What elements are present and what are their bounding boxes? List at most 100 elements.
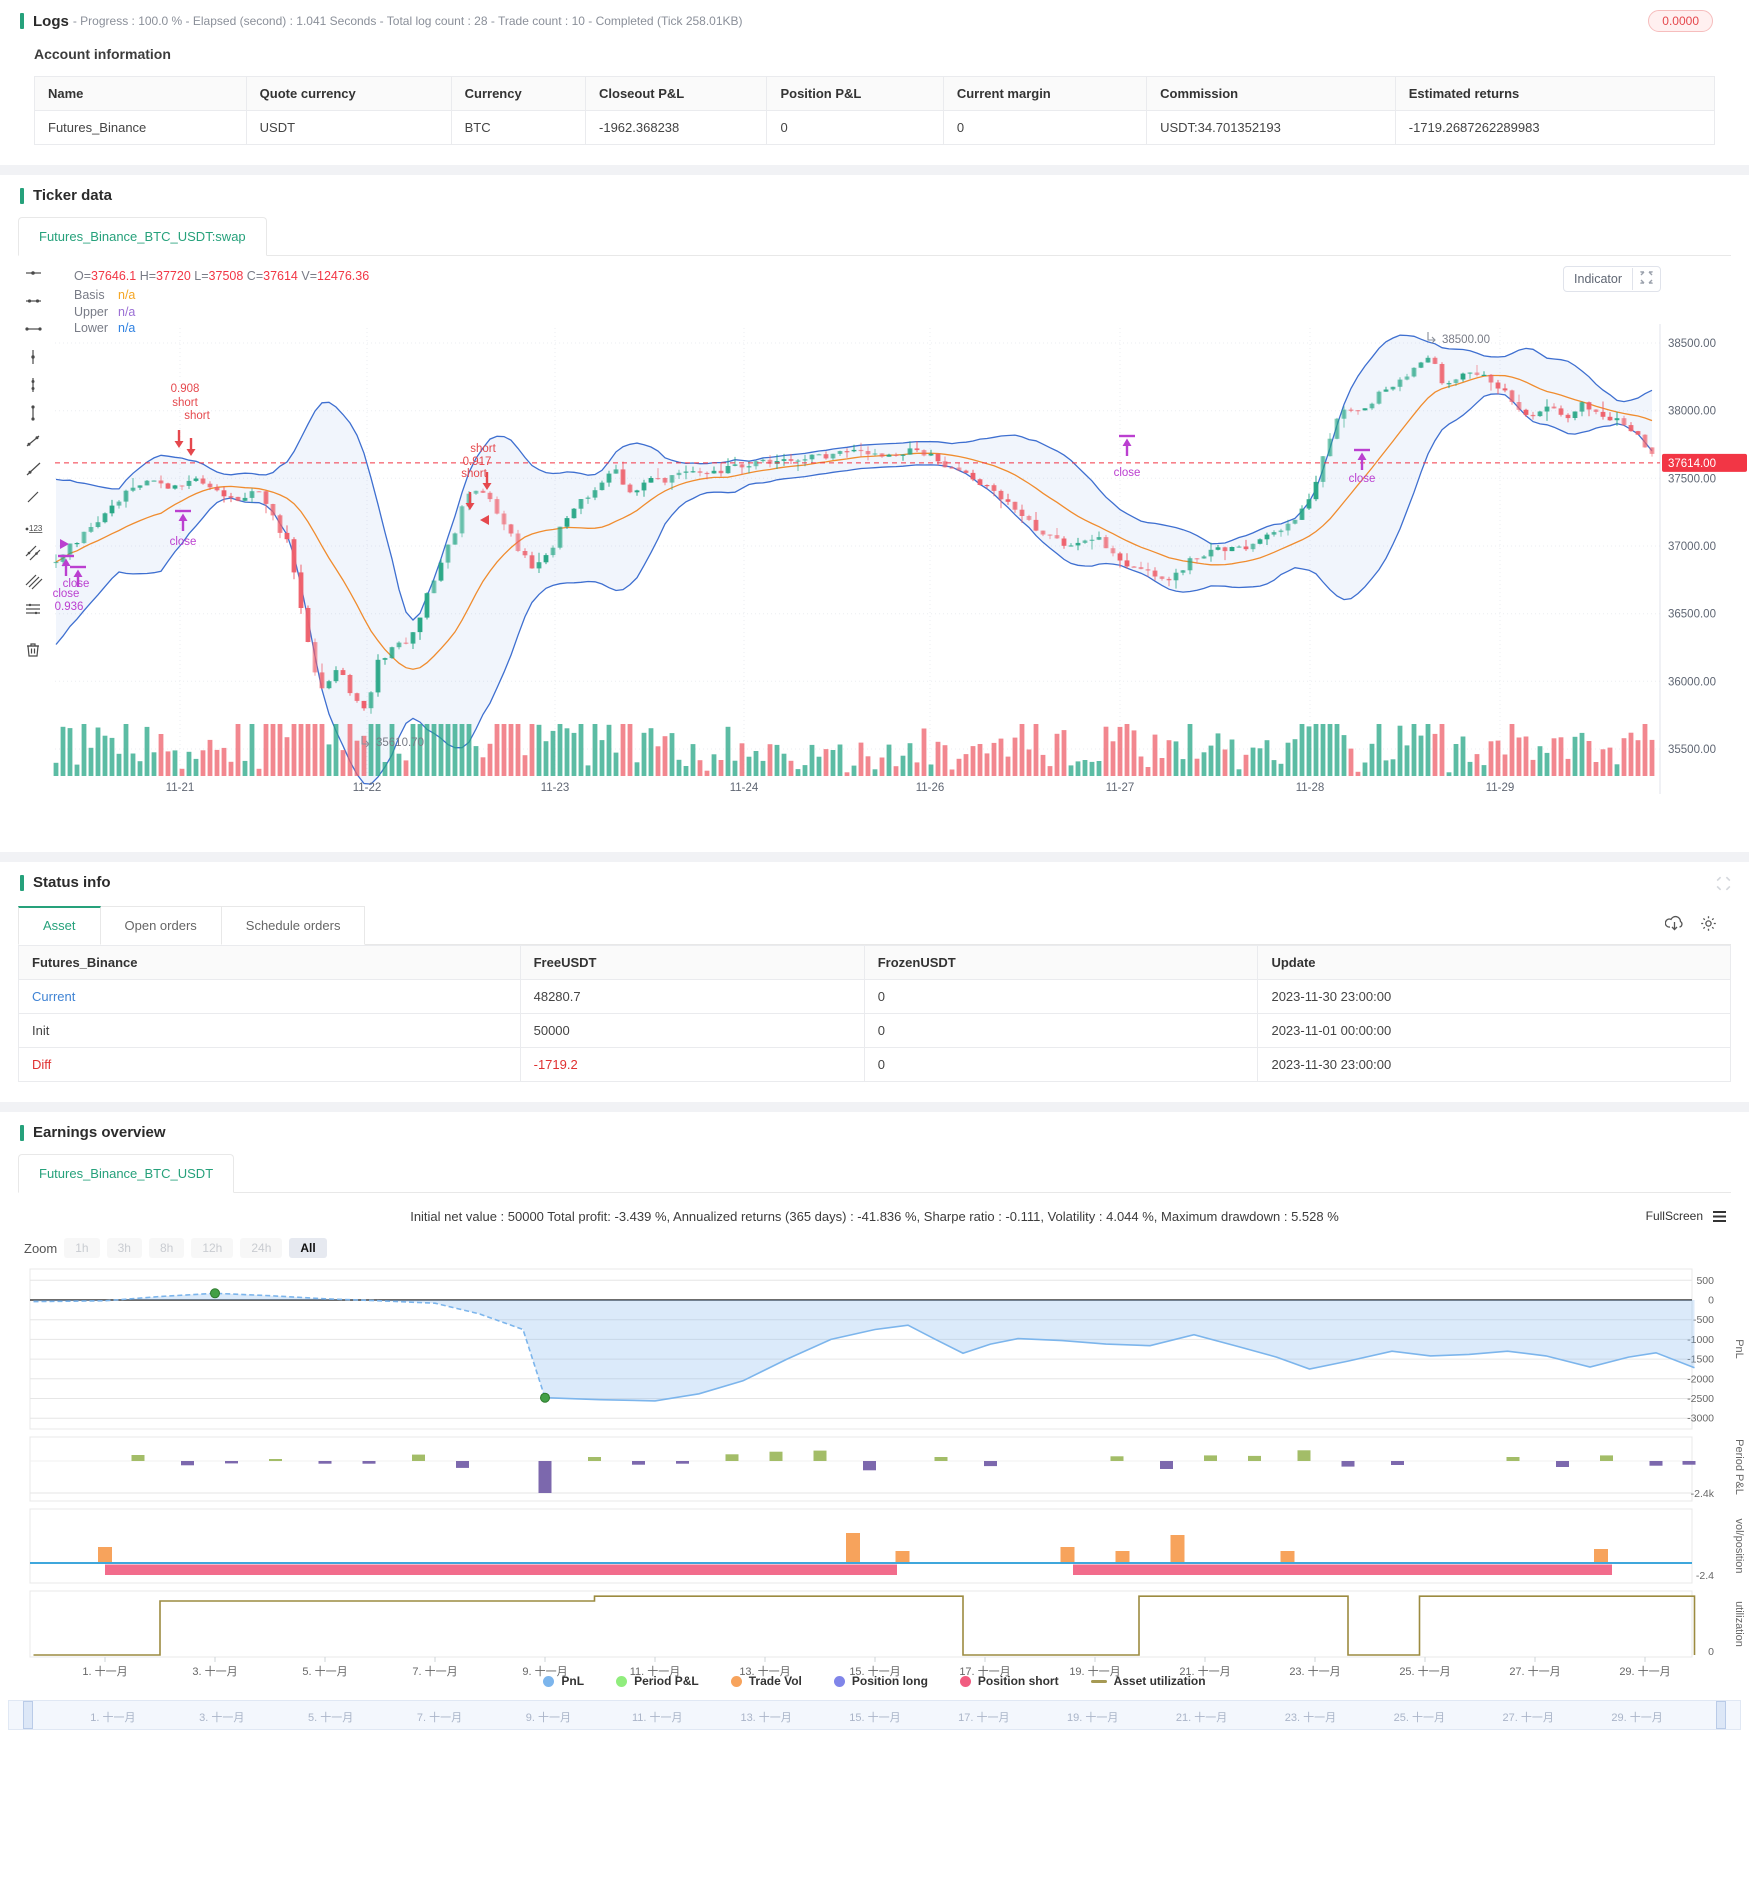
status-info-title: Status info [33,874,111,891]
account-col-header: Estimated returns [1394,76,1716,111]
zoom-controls: Zoom 1h 3h 8h 12h 24h All [24,1235,1749,1261]
svg-text:1. 十一月: 1. 十一月 [82,1664,127,1678]
pitchfork-icon[interactable]: .d{stroke:none} [20,570,46,592]
ray-line-icon[interactable]: .d{stroke:none} [20,458,46,480]
horizontal-line-icon[interactable]: .d{stroke:none} [20,290,46,312]
horizontal-segment-icon[interactable]: .d{stroke:none} [20,318,46,340]
price-note-icon[interactable]: .d{stroke:none}123 [20,514,46,536]
account-col-header: Commission [1146,76,1396,111]
svg-text:vol/position: vol/position [1733,1518,1745,1573]
account-table-row: Futures_Binance USDT BTC -1962.368238 0 0 USDT… [34,110,1716,145]
legend-item-position-short[interactable]: Position short [959,1674,1059,1688]
gann-lines-icon[interactable]: .d{stroke:none} [20,598,46,620]
status-frozen-usdt: 0 [863,979,1259,1014]
svg-text:Period P&L: Period P&L [1733,1439,1745,1495]
status-tab-open-orders[interactable]: Open orders [100,906,222,945]
ticker-chart-area[interactable]: .d{stroke:none} .d{stroke:none} .d{stroke:… [0,256,1749,832]
legend-label: PnL [561,1674,585,1688]
svg-text:9. 十一月: 9. 十一月 [522,1664,567,1678]
legend-swatch [959,1675,971,1687]
earnings-stats-row: Initial net value : 50000 Total profit: … [0,1209,1749,1229]
zoom-button-1h[interactable]: 1h [64,1238,100,1258]
earnings-chart[interactable]: 500 0 -500 -1000 -1500 -2000 -2500 -3000 -2.4k -2… [0,1261,1749,1681]
earnings-overview-title: Earnings overview [33,1124,166,1141]
vertical-line-icon[interactable]: .d{stroke:none} [20,346,46,368]
legend-item-period-p-l[interactable]: Period P&L [616,1674,699,1688]
indicator-button[interactable]: Indicator [1563,266,1661,292]
tab-earnings-symbol[interactable]: Futures_Binance_BTC_USDT [18,1154,235,1193]
fullscreen-label: FullScreen [1645,1209,1703,1223]
status-free-usdt: -1719.2 [519,1047,865,1082]
candlestick-chart[interactable]: 38500.00 38000.00 37500.00 37000.00 36500.00… [0,256,1749,816]
legend-swatch [616,1675,628,1687]
status-tab-schedule-orders[interactable]: Schedule orders [221,906,366,945]
svg-text:11-21: 11-21 [166,782,195,794]
legend-item-pnl[interactable]: PnL [543,1674,584,1688]
legend-item-position-long[interactable]: Position long [833,1674,928,1688]
svg-text:29. 十一月: 29. 十一月 [1619,1664,1670,1678]
zoom-button-8h[interactable]: 8h [148,1238,185,1258]
chart-navigator[interactable]: 1. 十一月 3. 十一月 5. 十一月 7. 十一月 9. 十一月 11. 十一月 13.… [8,1700,1741,1730]
svg-text:36000.00: 36000.00 [1668,676,1716,688]
svg-text:23. 十一月: 23. 十一月 [1289,1664,1340,1678]
navigator-left-handle[interactable] [23,1701,33,1729]
account-col-header: Current margin [942,76,1148,111]
extended-line-icon[interactable]: .d{stroke:none} [20,486,46,508]
legend-swatch [833,1675,845,1687]
navigator-axis-label: 13. 十一月 [740,1712,792,1724]
status-table-row: Init 50000 0 2023-11-01 00:00:00 [18,1013,1731,1048]
svg-text:11. 十一月: 11. 十一月 [630,1664,681,1678]
svg-text:37000.00: 37000.00 [1668,541,1716,553]
status-row-label[interactable]: Current [18,979,521,1014]
settings-gear-icon[interactable] [1700,915,1717,935]
svg-text:21. 十一月: 21. 十一月 [1179,1664,1230,1678]
account-cell: BTC [450,110,587,145]
navigator-axis-label: 9. 十一月 [525,1712,572,1724]
svg-text:27. 十一月: 27. 十一月 [1509,1664,1560,1678]
download-cloud-icon[interactable] [1664,915,1684,935]
legend-item-trade-vol[interactable]: Trade Vol [730,1674,802,1688]
account-col-header: Quote currency [245,76,452,111]
zoom-button-3h[interactable]: 3h [106,1238,142,1258]
svg-text:19. 十一月: 19. 十一月 [1069,1664,1120,1678]
section-expand-icon[interactable] [1716,876,1731,894]
earnings-stats-text: Initial net value : 50000 Total profit: … [410,1209,1339,1224]
account-col-header: Currency [450,76,587,111]
svg-text:3. 十一月: 3. 十一月 [192,1664,237,1678]
parallel-channel-icon[interactable]: .d{stroke:none} [20,542,46,564]
indicator-button-label: Indicator [1564,268,1633,290]
zoom-button-all[interactable]: All [289,1238,327,1258]
account-col-header: Name [34,76,247,111]
svg-text:close: close [1349,473,1376,485]
tab-ticker-symbol[interactable]: Futures_Binance_BTC_USDT:swap [18,217,267,256]
status-tab-asset[interactable]: Asset [18,906,101,945]
svg-text:7. 十一月: 7. 十一月 [412,1664,457,1678]
account-info-title: Account information [34,46,171,62]
bollinger-legend-row: Basis n/a [74,288,136,302]
ohlc-low-value: 37508 [208,269,244,283]
fullscreen-button[interactable]: FullScreen [1646,1209,1727,1223]
trash-icon[interactable]: .d{stroke:none} [20,638,46,660]
navigator-right-handle[interactable] [1716,1701,1726,1729]
hamburger-menu-icon[interactable] [1712,1210,1727,1223]
svg-text:11-28: 11-28 [1296,782,1325,794]
price-range-icon[interactable]: .d{stroke:none} [20,402,46,424]
zoom-button-24h[interactable]: 24h [240,1238,283,1258]
zoom-button-12h[interactable]: 12h [191,1238,234,1258]
svg-text:35500.00: 35500.00 [1668,744,1716,756]
trend-line-icon[interactable]: .d{stroke:none} [20,430,46,452]
navigator-axis-label: 15. 十一月 [849,1712,901,1724]
crosshair-ray-icon[interactable]: .d{stroke:none} [20,262,46,284]
legend-item-asset-utilization[interactable]: Asset utilization [1090,1674,1206,1688]
ticker-data-title: Ticker data [33,187,112,204]
navigator-axis-label: 17. 十一月 [958,1712,1010,1724]
vertical-segment-icon[interactable]: .d{stroke:none} [20,374,46,396]
legend-swatch [1090,1679,1107,1683]
svg-text:-2.4: -2.4 [1696,1570,1714,1582]
svg-text:short: short [184,410,210,422]
account-cell: USDT [245,110,452,145]
chart-fullscreen-icon[interactable] [1633,267,1660,291]
svg-text:utilization: utilization [1733,1601,1745,1647]
svg-text:-500: -500 [1693,1314,1714,1326]
status-update-time: 2023-11-01 00:00:00 [1257,1013,1731,1048]
